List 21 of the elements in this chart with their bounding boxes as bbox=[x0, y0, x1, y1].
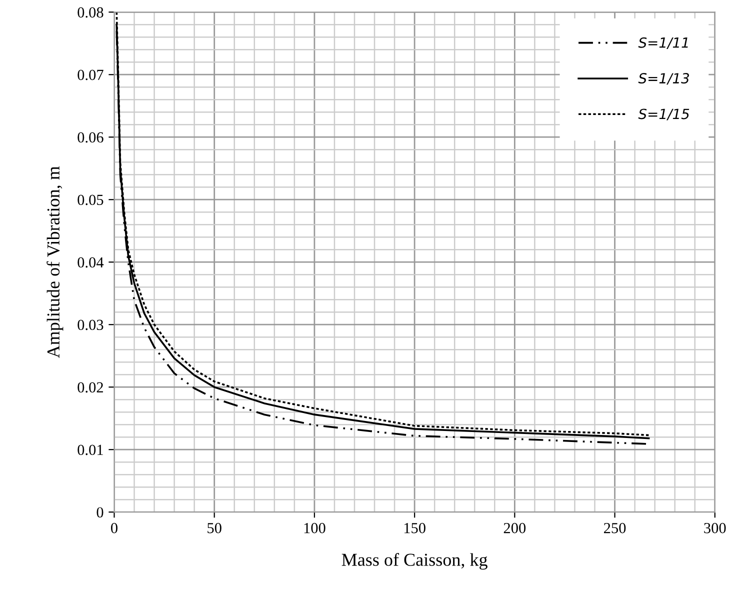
y-axis-title: Amplitude of Vibration, m bbox=[46, 166, 64, 358]
legend-label: S=1/13 bbox=[638, 73, 689, 85]
x-tick-label: 100 bbox=[304, 522, 326, 534]
x-axis-title: Mass of Caisson, kg bbox=[342, 553, 488, 570]
y-tick-label: 0.07 bbox=[78, 70, 104, 80]
y-tick-label: 0.08 bbox=[78, 7, 104, 18]
x-tick-label: 300 bbox=[704, 522, 726, 534]
x-tick-label: 200 bbox=[504, 522, 526, 534]
legend-label: S=1/15 bbox=[638, 108, 690, 120]
x-tick-label: 50 bbox=[208, 522, 222, 534]
y-tick-label: 0.04 bbox=[78, 257, 104, 268]
x-tick-label: 0 bbox=[111, 522, 118, 534]
y-tick-label: 0.06 bbox=[78, 132, 104, 143]
x-tick-label: 150 bbox=[404, 522, 426, 534]
y-tick-label: 0.01 bbox=[78, 444, 103, 456]
y-tick-label: 0.05 bbox=[78, 194, 104, 206]
x-tick-label: 250 bbox=[604, 522, 626, 534]
y-tick-label: 0.02 bbox=[78, 382, 103, 393]
y-tick-label: 0 bbox=[96, 507, 104, 518]
legend-label: S=1/11 bbox=[638, 37, 688, 49]
y-tick-label: 0.03 bbox=[78, 320, 104, 330]
